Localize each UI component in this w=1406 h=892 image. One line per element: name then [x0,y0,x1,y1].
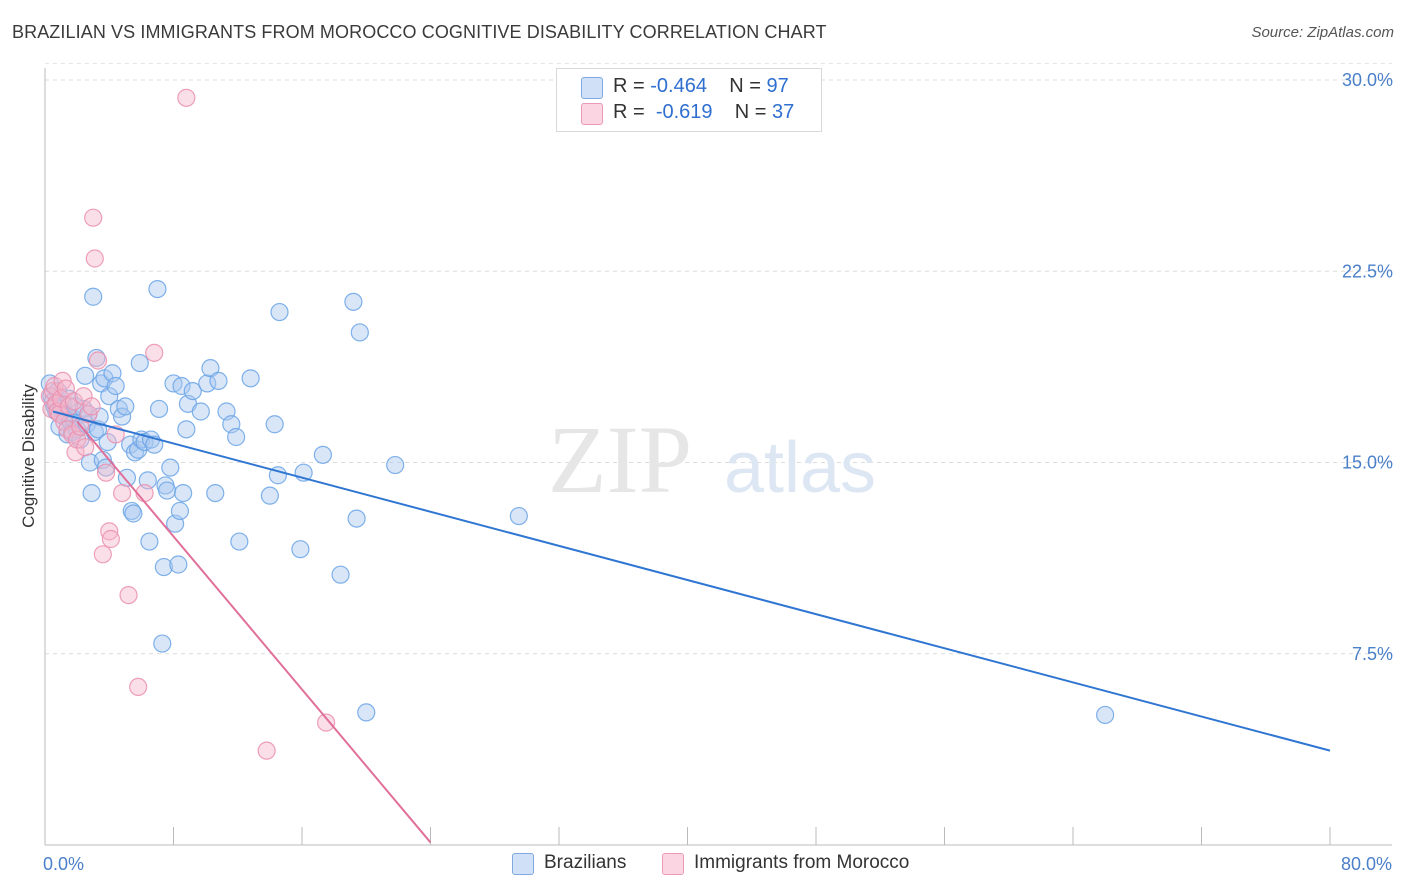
point-brazilians [112,407,132,426]
point-morocco [85,249,104,268]
point-brazilians [149,399,169,419]
point-brazilians [82,484,101,503]
point-morocco [129,677,148,697]
point-brazilians [198,374,217,393]
point-brazilians [153,634,172,653]
legend-r-value: -0.619 [655,101,713,123]
y-tick-label: 7.5% [1352,644,1393,664]
tick-labels: 7.5% 15.0% 22.5% 30.0% 0.0% 80.0% [43,70,1393,874]
bottom-legend-swatch-morocco [662,853,684,875]
point-brazilians [270,302,289,322]
point-brazilians [386,455,405,475]
x-tick-label: 80.0% [1341,854,1392,874]
watermark-atlas: atlas [724,428,876,508]
point-brazilians [191,402,210,421]
data-points [40,88,1115,760]
point-brazilians [100,387,119,406]
legend-n-label: N = [729,75,767,97]
point-morocco [76,438,95,457]
point-brazilians [116,397,135,416]
point-brazilians [344,292,363,311]
trend-lines [52,410,1331,844]
legend-n-label: N = [734,101,773,123]
point-brazilians [509,506,528,526]
point-brazilians [209,371,228,390]
point-brazilians [183,382,202,401]
point-morocco [101,529,120,549]
watermark-zip: ZIP [548,406,692,513]
point-brazilians [357,703,376,722]
point-morocco [177,88,196,107]
point-brazilians [1096,705,1115,725]
point-brazilians [331,565,350,584]
gridlines [45,62,1392,655]
point-brazilians [148,280,167,299]
point-brazilians [174,484,193,503]
point-brazilians [170,501,190,521]
y-tick-label: 22.5% [1342,261,1393,281]
legend-r-value: -0.464 [650,75,707,97]
y-axis-label: Cognitive Disability [19,384,38,528]
y-tick-label: 30.0% [1342,70,1393,90]
point-brazilians [154,557,173,577]
correlation-legend: R = -0.464 N = 97 R = -0.619 N = 37 [556,68,822,132]
point-morocco [96,463,116,482]
point-brazilians [157,481,177,500]
chart-source: Source: ZipAtlas.com [1251,24,1394,41]
trend-line-morocco [76,421,432,844]
point-brazilians [241,369,260,388]
legend-r-label: R = [613,75,651,97]
point-brazilians [227,427,246,447]
point-brazilians [169,555,188,574]
legend-n-value: 37 [772,101,795,123]
point-morocco [93,545,112,564]
point-brazilians [84,287,103,306]
point-brazilians [117,468,137,487]
point-brazilians [172,376,191,396]
legend-swatch-brazilians [581,77,603,99]
y-tick-label: 15.0% [1342,453,1393,473]
point-morocco [100,522,119,541]
point-morocco [257,741,276,760]
point-morocco [82,397,101,416]
point-brazilians [206,484,225,503]
legend-n-value: 97 [766,75,789,97]
point-brazilians [140,532,159,551]
point-morocco [88,351,108,370]
point-morocco [316,713,336,732]
point-brazilians [265,415,284,434]
point-brazilians [124,504,143,523]
legend-r-label: R = [613,101,651,123]
point-morocco [135,484,154,503]
point-brazilians [350,323,369,342]
point-morocco [119,585,138,605]
axes [44,68,1392,846]
chart-title: BRAZILIAN VS IMMIGRANTS FROM MOROCCO COG… [12,22,827,42]
point-morocco [145,343,164,362]
legend-swatch-morocco [581,103,603,125]
point-brazilians [177,420,196,439]
point-brazilians [347,509,366,528]
point-brazilians [313,445,332,464]
point-brazilians [230,532,249,551]
point-brazilians [130,353,149,373]
point-brazilians [161,458,180,477]
bottom-legend-label-brazilians: Brazilians [544,852,627,873]
trend-line-brazilians [52,410,1331,752]
point-brazilians [260,486,279,505]
bottom-legend-swatch-brazilians [512,853,534,875]
bottom-legend-label-morocco: Immigrants from Morocco [694,852,910,873]
point-brazilians [106,376,125,396]
point-brazilians [76,366,95,385]
x-tick-label: 0.0% [43,854,84,874]
point-morocco [64,392,84,411]
point-morocco [84,208,103,227]
point-morocco [112,484,132,503]
point-brazilians [291,540,310,559]
